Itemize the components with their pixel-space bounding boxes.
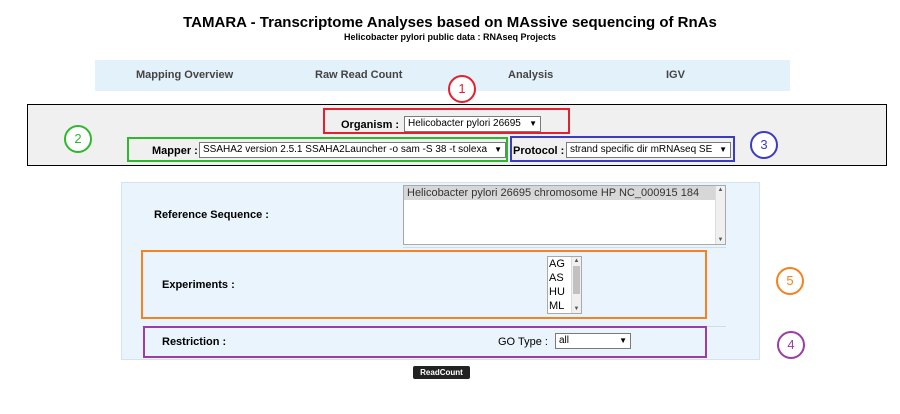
nav-mapping-overview[interactable]: Mapping Overview <box>136 69 234 81</box>
experiments-label: Experiments : <box>162 279 235 291</box>
highlight-restriction <box>143 326 707 358</box>
scroll-up-icon[interactable]: ▲ <box>717 187 724 193</box>
experiments-options: AG AS HU ML <box>548 257 571 313</box>
experiment-option[interactable]: ML <box>549 300 565 312</box>
main-nav: Mapping Overview Raw Read Count Analysis… <box>95 60 790 91</box>
page-title: TAMARA - Transcriptome Analyses based on… <box>183 14 717 31</box>
reference-scrollbar[interactable]: ▲ ▼ <box>715 186 725 244</box>
protocol-value: strand specific dir mRNAseq SE <box>570 144 713 155</box>
scroll-down-icon[interactable]: ▼ <box>717 237 724 243</box>
highlight-protocol <box>510 136 735 162</box>
highlight-organism <box>323 108 570 134</box>
experiment-option[interactable]: AS <box>549 272 564 284</box>
experiment-option[interactable]: AG <box>549 258 565 270</box>
organism-value: Helicobacter pylori 26695 <box>408 118 521 129</box>
annotation-marker-5: 5 <box>776 267 804 295</box>
page-subtitle: Helicobacter pylori public data : RNAseq… <box>343 32 557 42</box>
chevron-down-icon: ▼ <box>619 336 627 345</box>
scroll-thumb[interactable] <box>573 266 580 294</box>
protocol-label: Protocol : <box>513 145 565 157</box>
protocol-select[interactable]: strand specific dir mRNAseq SE ▼ <box>566 142 731 158</box>
mapper-value: SSAHA2 version 2.5.1 SSAHA2Launcher -o s… <box>203 144 488 155</box>
experiments-listbox[interactable]: AG AS HU ML ▲ ▼ <box>547 256 582 314</box>
go-type-value: all <box>559 335 570 346</box>
annotation-marker-1: 1 <box>448 75 476 103</box>
main-form: Reference Sequence : Helicobacter pylori… <box>121 182 760 360</box>
readcount-button[interactable]: ReadCount <box>413 366 470 379</box>
reference-listbox[interactable]: Helicobacter pylori 26695 chromosome HP … <box>403 185 726 245</box>
mapper-label: Mapper : <box>152 145 198 157</box>
scroll-down-icon[interactable]: ▼ <box>573 306 580 312</box>
highlight-mapper <box>127 137 508 162</box>
chevron-down-icon: ▼ <box>529 119 537 128</box>
annotation-marker-2: 2 <box>64 125 92 153</box>
go-type-label: GO Type : <box>498 336 548 348</box>
go-type-select[interactable]: all ▼ <box>555 333 631 349</box>
divider <box>403 247 726 248</box>
organism-label: Organism : <box>341 119 400 131</box>
chevron-down-icon: ▼ <box>494 145 502 154</box>
organism-select[interactable]: Helicobacter pylori 26695 ▼ <box>404 116 541 132</box>
nav-analysis[interactable]: Analysis <box>508 69 554 81</box>
reference-label: Reference Sequence : <box>154 209 269 221</box>
nav-igv[interactable]: IGV <box>666 69 685 81</box>
scroll-up-icon[interactable]: ▲ <box>573 258 580 264</box>
filter-panel: Organism : Helicobacter pylori 26695 ▼ M… <box>27 104 887 166</box>
reference-option[interactable]: Helicobacter pylori 26695 chromosome HP … <box>404 186 715 200</box>
nav-raw-read-count[interactable]: Raw Read Count <box>315 69 403 81</box>
chevron-down-icon: ▼ <box>719 145 727 154</box>
restriction-label: Restriction : <box>162 336 227 348</box>
annotation-marker-3: 3 <box>750 131 778 159</box>
highlight-experiments <box>141 250 707 319</box>
experiments-scrollbar[interactable]: ▲ ▼ <box>571 257 581 313</box>
annotation-marker-4: 4 <box>777 331 805 359</box>
experiment-option[interactable]: HU <box>549 286 565 298</box>
mapper-select[interactable]: SSAHA2 version 2.5.1 SSAHA2Launcher -o s… <box>199 142 506 158</box>
